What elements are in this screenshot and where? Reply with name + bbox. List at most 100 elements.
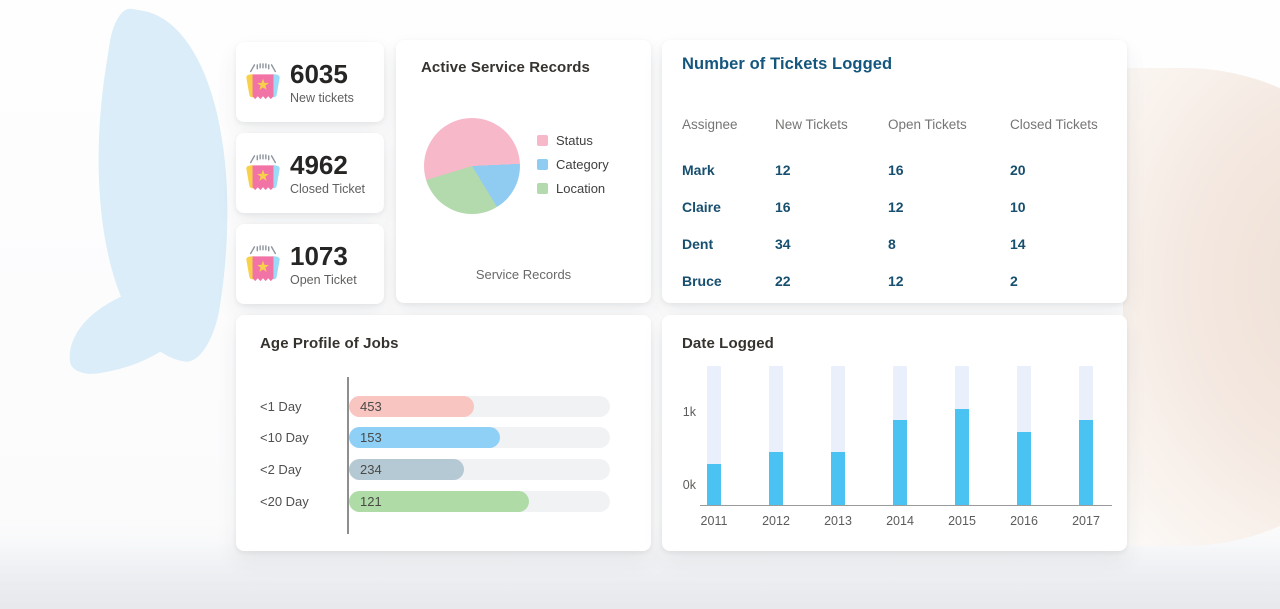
- y-axis-line: [347, 377, 349, 534]
- bottom-gradient: [0, 543, 1280, 609]
- pie-legend: Status Category Location: [537, 132, 609, 206]
- table-cell: 16: [775, 198, 791, 215]
- x-axis-label: 2016: [1010, 514, 1038, 528]
- bar-value-label: 121: [360, 494, 382, 509]
- stat-value: 1073: [290, 240, 348, 271]
- bar-value-label: 234: [360, 462, 382, 477]
- x-axis-label: 2011: [700, 514, 728, 528]
- peach-circle-decoration: [1123, 68, 1280, 546]
- date-bar-2011[interactable]: [707, 366, 721, 505]
- service-records-pie-chart[interactable]: [424, 118, 520, 214]
- table-row[interactable]: Bruce 22 12 2: [682, 272, 1111, 289]
- bar-track: [349, 459, 610, 480]
- y-axis-tick-1k: 1k: [682, 405, 696, 419]
- bar-track: [349, 396, 610, 417]
- ticket-icon: [246, 63, 280, 100]
- table-cell: 12: [888, 272, 904, 289]
- bar-fill[interactable]: [349, 427, 501, 448]
- date-bar-2017[interactable]: [1079, 366, 1093, 505]
- bar-fill[interactable]: [349, 396, 475, 417]
- age-profile-card: Age Profile of Jobs <1 Day 453 <10 Day 15…: [236, 315, 651, 551]
- bar-value-label: 453: [360, 399, 382, 414]
- legend-swatch: [537, 134, 548, 146]
- x-axis-label: 2013: [824, 514, 852, 528]
- category-label: <2 Day: [260, 462, 302, 477]
- stat-value: 4962: [290, 149, 348, 180]
- table-row[interactable]: Dent 34 8 14: [682, 235, 1111, 252]
- stat-card-closed-tickets[interactable]: 4962 Closed Ticket: [236, 133, 384, 213]
- bar-fill[interactable]: [349, 459, 464, 480]
- stat-value: 6035: [290, 58, 348, 89]
- bar-fill: [1079, 420, 1093, 505]
- stat-text: 1073 Open Ticket: [290, 242, 357, 287]
- table-cell: 10: [1010, 198, 1026, 215]
- date-bar-2015[interactable]: [955, 366, 969, 505]
- table-cell: Mark: [682, 161, 715, 178]
- table-cell: 14: [1010, 235, 1026, 252]
- table-cell: 22: [775, 272, 791, 289]
- table-cell: 2: [1010, 272, 1018, 289]
- x-axis-label: 2014: [886, 514, 914, 528]
- date-bar-2013[interactable]: [831, 366, 845, 505]
- bar-track: [349, 491, 610, 512]
- stat-card-open-tickets[interactable]: 1073 Open Ticket: [236, 224, 384, 304]
- pie-axis-label: Service Records: [475, 267, 572, 282]
- ticket-icon: [246, 245, 280, 282]
- x-axis-label: 2017: [1072, 514, 1100, 528]
- column-header: Open Tickets: [888, 117, 967, 132]
- table-cell: Claire: [682, 198, 721, 215]
- bar-fill[interactable]: [349, 491, 530, 512]
- date-bar-2014[interactable]: [893, 366, 907, 505]
- table-cell: Dent: [682, 235, 714, 252]
- legend-label: Status: [556, 132, 593, 148]
- legend-label: Category: [556, 156, 609, 172]
- stat-text: 4962 Closed Ticket: [290, 151, 365, 196]
- bar-value-label: 153: [360, 430, 382, 445]
- bar-track: [349, 427, 610, 448]
- legend-swatch: [537, 158, 548, 170]
- table-cell: Bruce: [682, 272, 722, 289]
- date-bar-2012[interactable]: [769, 366, 783, 505]
- category-label: <10 Day: [260, 430, 309, 445]
- stat-label: Closed Ticket: [290, 181, 366, 196]
- x-axis-line: [700, 505, 1112, 506]
- category-label: <1 Day: [260, 399, 302, 414]
- legend-item-status[interactable]: Status: [537, 132, 609, 148]
- icon-fringe: [249, 245, 277, 255]
- table-cell: 8: [888, 235, 896, 252]
- card-title: Active Service Records: [421, 59, 590, 76]
- card-title: Number of Tickets Logged: [682, 55, 893, 73]
- stat-card-new-tickets[interactable]: 6035 New tickets: [236, 42, 384, 122]
- table-cell: 16: [888, 161, 904, 178]
- bar-fill: [769, 452, 783, 505]
- stat-label: New tickets: [290, 90, 354, 105]
- table-cell: 12: [888, 198, 904, 215]
- icon-fringe: [249, 63, 277, 73]
- bar-fill: [955, 409, 969, 505]
- card-title: Age Profile of Jobs: [260, 335, 399, 352]
- bar-fill: [707, 464, 721, 505]
- date-logged-card: Date Logged 1k 0k 2011 2012 2013 2014 2015 20…: [662, 315, 1127, 551]
- card-title: Date Logged: [682, 335, 774, 352]
- table-cell: 20: [1010, 161, 1026, 178]
- tickets-logged-card: Number of Tickets Logged Assignee New Tic…: [662, 40, 1127, 303]
- column-header: Closed Tickets: [1010, 117, 1098, 132]
- bar-fill: [1017, 432, 1031, 505]
- x-axis-label: 2015: [948, 514, 976, 528]
- stat-text: 6035 New tickets: [290, 60, 354, 105]
- legend-label: Location: [556, 180, 606, 196]
- table-row[interactable]: Mark 12 16 20: [682, 161, 1111, 178]
- date-bar-2016[interactable]: [1017, 366, 1031, 505]
- legend-swatch: [537, 182, 548, 194]
- legend-item-category[interactable]: Category: [537, 156, 609, 172]
- table-header-row: Assignee New Tickets Open Tickets Closed Ti…: [682, 117, 1111, 132]
- table-row[interactable]: Claire 16 12 10: [682, 198, 1111, 215]
- category-label: <20 Day: [260, 494, 309, 509]
- column-header: New Tickets: [775, 117, 848, 132]
- bar-fill: [831, 452, 845, 505]
- legend-item-location[interactable]: Location: [537, 180, 609, 196]
- stat-label: Open Ticket: [290, 272, 357, 287]
- service-records-card: Active Service Records Status Category L…: [396, 40, 651, 303]
- leaf-decoration-small: [61, 278, 206, 378]
